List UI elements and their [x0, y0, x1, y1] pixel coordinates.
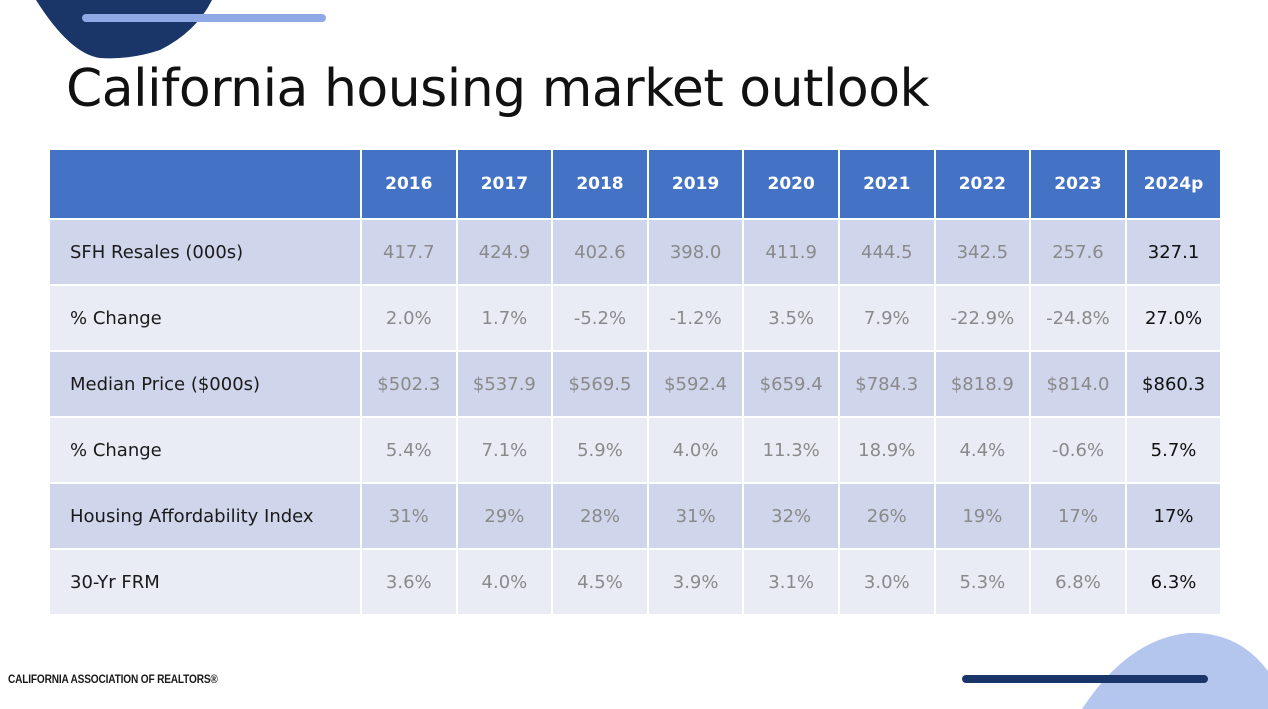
table-cell-projected: 27.0%	[1124, 284, 1223, 352]
row-label: % Change	[48, 284, 362, 352]
year-header: 2022	[933, 148, 1032, 220]
year-header: 2017	[455, 148, 554, 220]
decorative-bottom-shape	[1082, 632, 1268, 709]
table-cell: -24.8%	[1029, 284, 1127, 352]
table-cell: 18.9%	[837, 416, 936, 484]
year-header: 2016	[360, 148, 458, 220]
decorative-top-shape	[36, 0, 212, 59]
table-cell: 257.6	[1029, 218, 1127, 286]
table-cell-projected: 6.3%	[1124, 548, 1223, 616]
table-cell: 7.1%	[455, 416, 554, 484]
table-cell: $659.4	[742, 350, 840, 418]
table-cell: 17%	[1029, 482, 1127, 550]
table-cell: 29%	[455, 482, 554, 550]
table-header-corner	[48, 148, 362, 220]
table-cell: 2.0%	[360, 284, 458, 352]
table-cell: 31%	[646, 482, 745, 550]
table-cell: 11.3%	[742, 416, 840, 484]
row-label: Median Price ($000s)	[48, 350, 362, 418]
table-cell: -0.6%	[1029, 416, 1127, 484]
year-header: 2023	[1029, 148, 1127, 220]
row-label: 30-Yr FRM	[48, 548, 362, 616]
table-cell: 444.5	[837, 218, 936, 286]
table-row: Median Price ($000s) $502.3 $537.9 $569.…	[48, 350, 1223, 418]
row-label: Housing Affordability Index	[48, 482, 362, 550]
table-cell: 19%	[933, 482, 1032, 550]
footer-logo: CALIFORNIA ASSOCIATION OF REALTORS®	[8, 674, 218, 686]
table-cell: $814.0	[1029, 350, 1127, 418]
year-header: 2019	[646, 148, 745, 220]
table-cell: 398.0	[646, 218, 745, 286]
table-row: Housing Affordability Index 31% 29% 28% …	[48, 482, 1223, 550]
table-cell: 424.9	[455, 218, 554, 286]
table-cell-projected: 5.7%	[1124, 416, 1223, 484]
table-cell: 1.7%	[455, 284, 554, 352]
table-cell: 5.9%	[551, 416, 649, 484]
table-cell: 31%	[360, 482, 458, 550]
table-cell: 3.0%	[837, 548, 936, 616]
row-label: % Change	[48, 416, 362, 484]
table-cell: 3.6%	[360, 548, 458, 616]
table-cell: -22.9%	[933, 284, 1032, 352]
decorative-top-bar	[82, 14, 326, 22]
table-cell: 342.5	[933, 218, 1032, 286]
year-header: 2021	[837, 148, 936, 220]
table-cell-projected: 17%	[1124, 482, 1223, 550]
slide-title: California housing market outlook	[66, 59, 930, 119]
housing-outlook-table: 2016 2017 2018 2019 2020 2021 2022 2023 …	[48, 148, 1223, 616]
table-cell: 411.9	[742, 218, 840, 286]
table-cell: 28%	[551, 482, 649, 550]
table-cell: 3.9%	[646, 548, 745, 616]
table-cell: 4.0%	[455, 548, 554, 616]
table-cell: 402.6	[551, 218, 649, 286]
table-cell: $818.9	[933, 350, 1032, 418]
table-row: 30-Yr FRM 3.6% 4.0% 4.5% 3.9% 3.1% 3.0% …	[48, 548, 1223, 616]
table-cell: 6.8%	[1029, 548, 1127, 616]
table-cell: -5.2%	[551, 284, 649, 352]
table-cell: $784.3	[837, 350, 936, 418]
table-row: SFH Resales (000s) 417.7 424.9 402.6 398…	[48, 218, 1223, 286]
table-cell: 417.7	[360, 218, 458, 286]
table-cell: $537.9	[455, 350, 554, 418]
table-cell: $502.3	[360, 350, 458, 418]
table-cell: 26%	[837, 482, 936, 550]
table-cell: 4.4%	[933, 416, 1032, 484]
table-cell-projected: $860.3	[1124, 350, 1223, 418]
table-cell: 3.5%	[742, 284, 840, 352]
decorative-bottom-bar	[962, 675, 1208, 683]
table-cell-projected: 327.1	[1124, 218, 1223, 286]
table-cell: 7.9%	[837, 284, 936, 352]
table-cell: 4.0%	[646, 416, 745, 484]
year-header-projected: 2024p	[1124, 148, 1223, 220]
row-label: SFH Resales (000s)	[48, 218, 362, 286]
table-cell: 3.1%	[742, 548, 840, 616]
table-cell: -1.2%	[646, 284, 745, 352]
table-row: % Change 2.0% 1.7% -5.2% -1.2% 3.5% 7.9%…	[48, 284, 1223, 352]
year-header: 2020	[742, 148, 840, 220]
table-header-row: 2016 2017 2018 2019 2020 2021 2022 2023 …	[48, 148, 1223, 220]
table-cell: $569.5	[551, 350, 649, 418]
table-cell: 5.4%	[360, 416, 458, 484]
year-header: 2018	[551, 148, 649, 220]
table-cell: 4.5%	[551, 548, 649, 616]
table-row: % Change 5.4% 7.1% 5.9% 4.0% 11.3% 18.9%…	[48, 416, 1223, 484]
table-cell: 32%	[742, 482, 840, 550]
table-cell: $592.4	[646, 350, 745, 418]
table-cell: 5.3%	[933, 548, 1032, 616]
